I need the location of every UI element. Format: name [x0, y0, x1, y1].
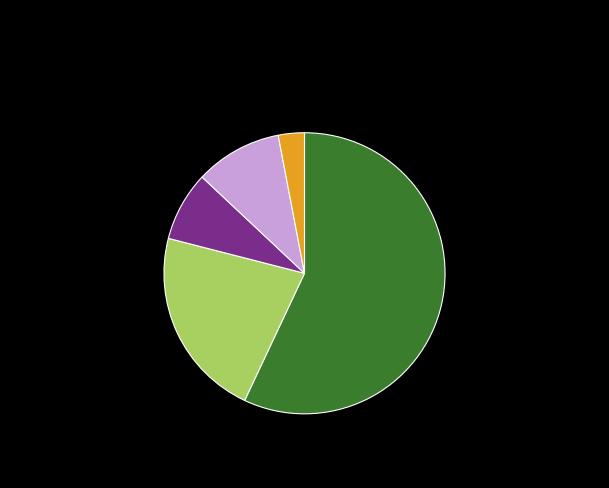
Wedge shape [278, 133, 304, 273]
Wedge shape [202, 135, 304, 273]
Wedge shape [168, 177, 304, 273]
Wedge shape [245, 133, 445, 414]
Wedge shape [164, 238, 304, 401]
